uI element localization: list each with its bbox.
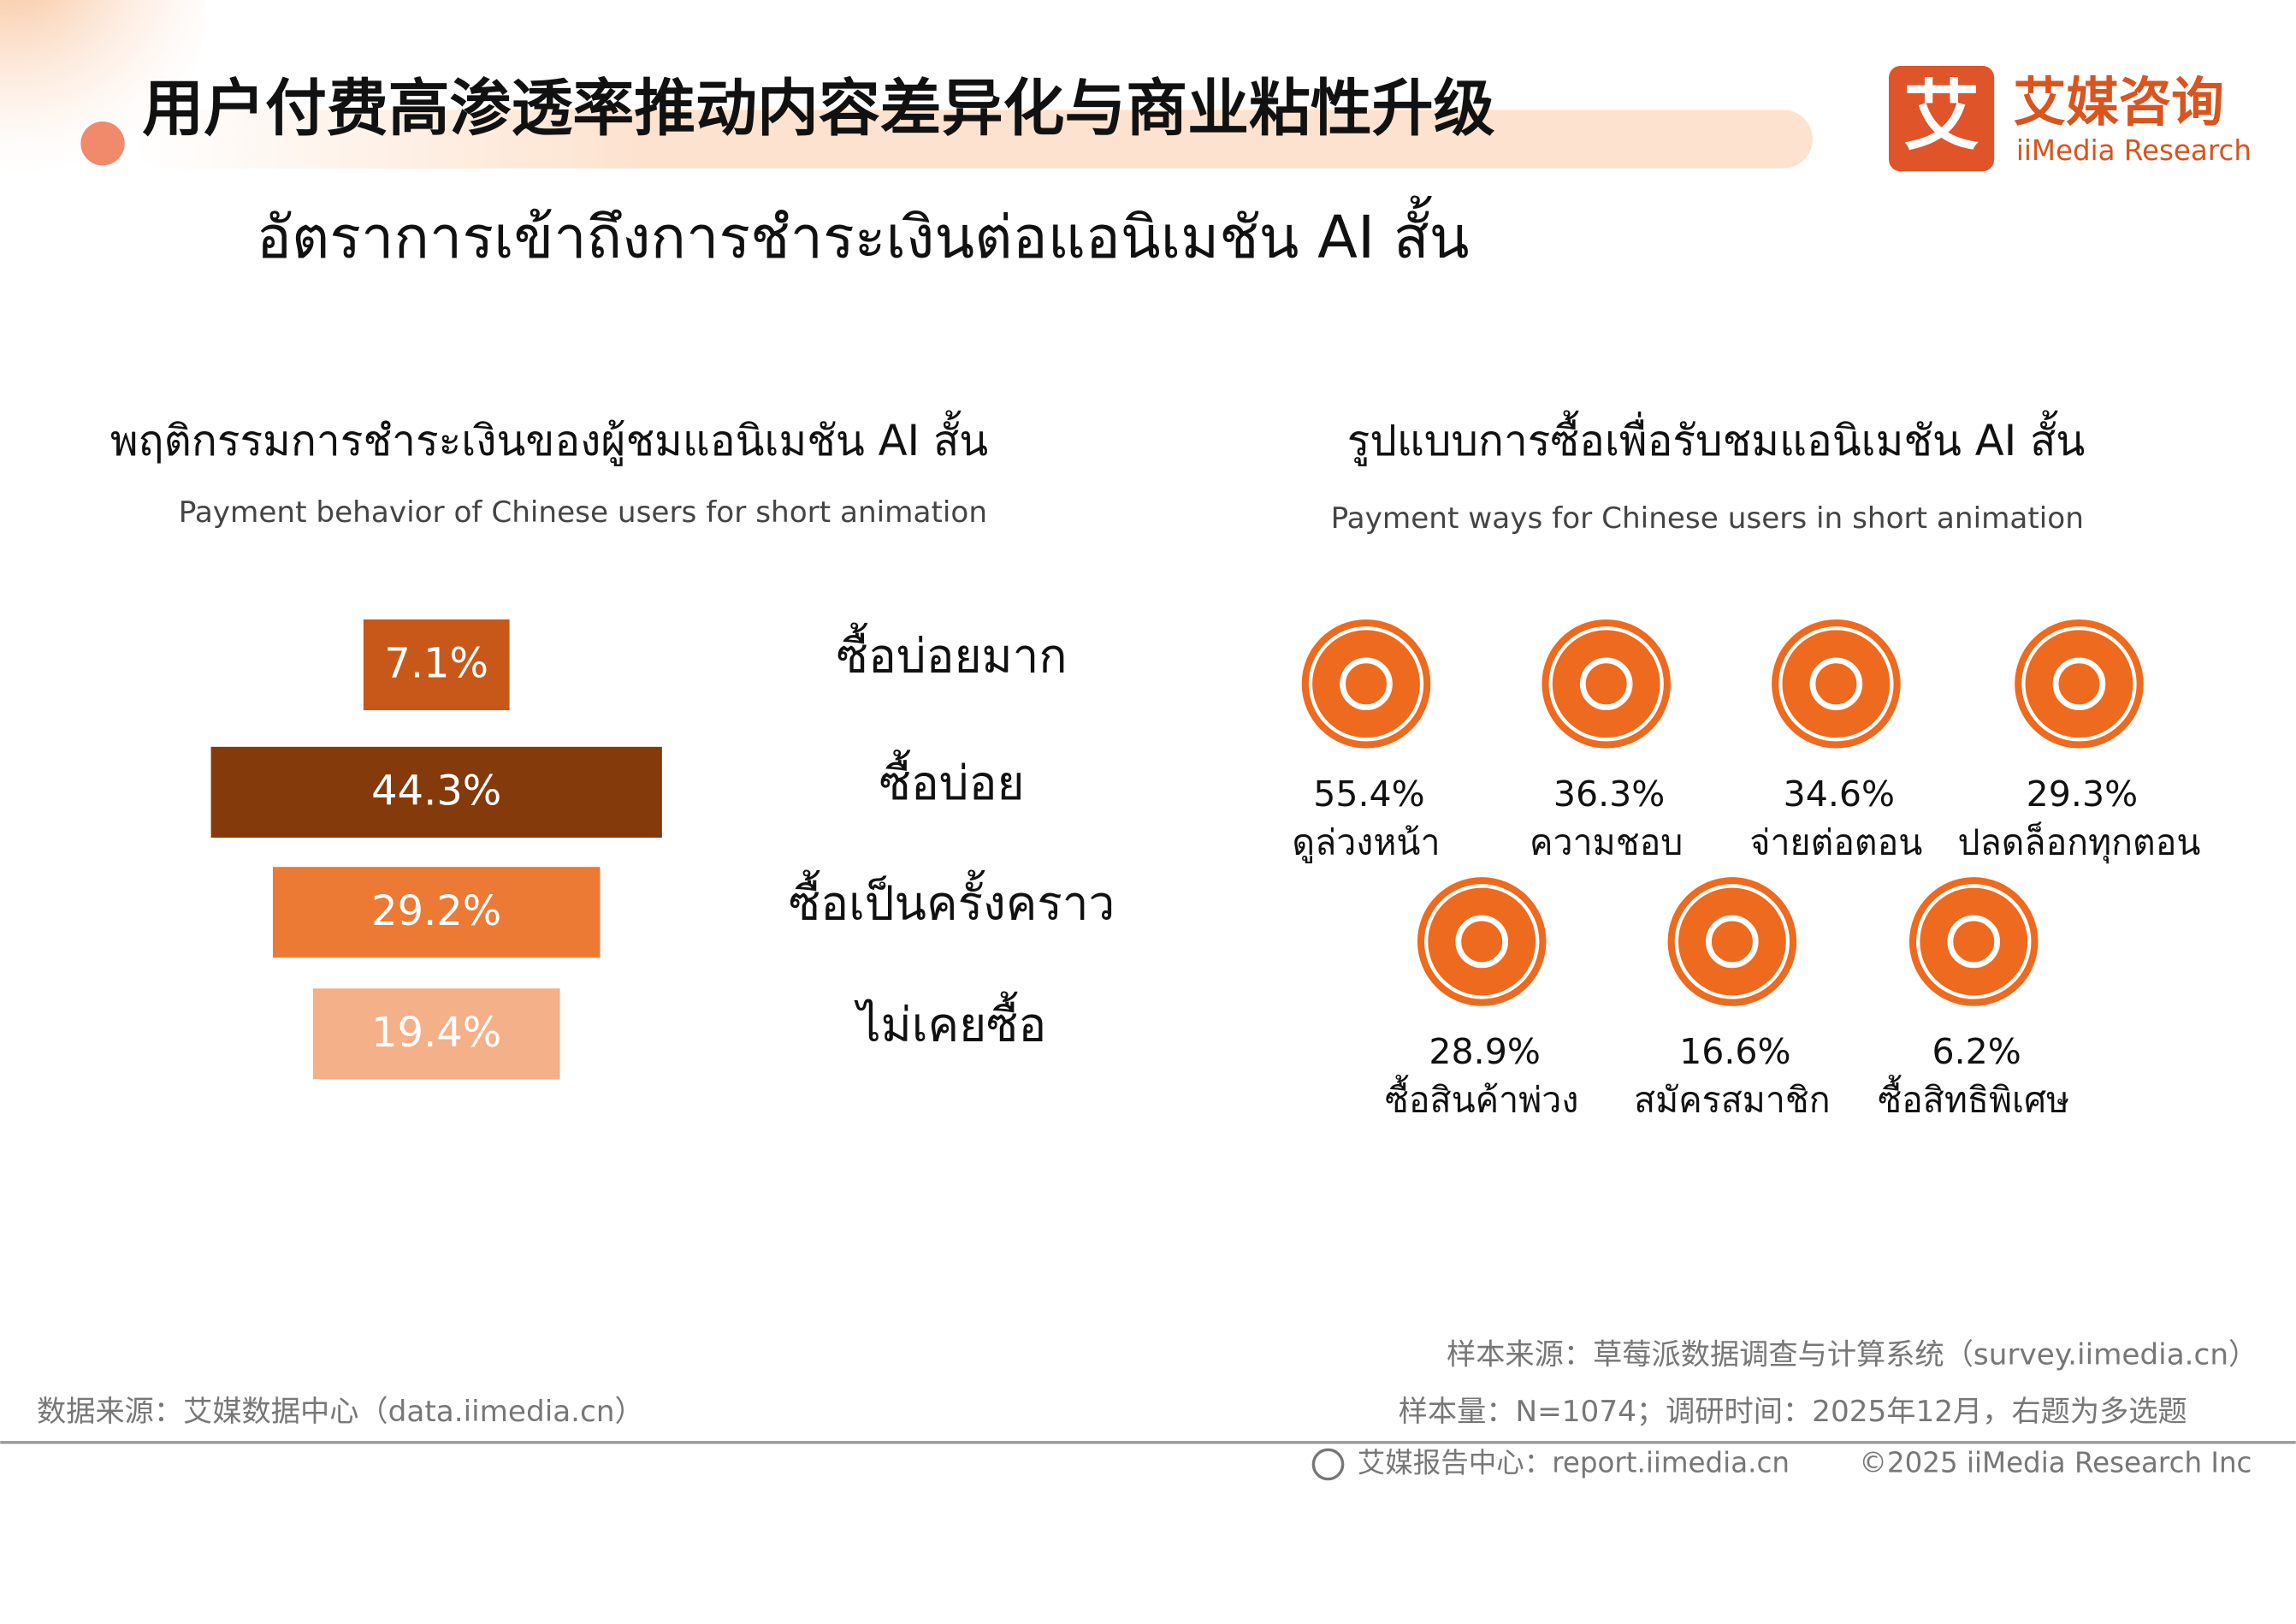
chart-subtitle: Payment behavior of Chinese users for sh… [179,495,987,530]
value-label: 16.6% [1679,1031,1790,1072]
icon [2015,619,2144,749]
icon-ring [1916,884,2032,999]
globe-icon [1311,1448,1345,1481]
category-label: ดูล่วงหน้า [1292,822,1440,864]
chart-subtitle: Payment ways for Chinese users in short … [1331,501,2084,536]
icon-ring [2021,626,2137,742]
chart-title: รูปแบบการซื้อเพื่อรับชมแอนิเมชัน AI สั้น [1347,410,2086,466]
icon-glyph [1455,915,1509,969]
category-label: ซื้อเป็นครั้งคราว [789,870,1115,931]
category-label: ซื้อสินค้าพ่วง [1385,1075,1578,1121]
value-label: 55.4% [1313,773,1424,815]
chart-title: พฤติกรรมการชำระเงินของผู้ชมแอนิเมชัน AI … [110,410,988,466]
title-highlight [132,110,1813,169]
category-label: ซื้อบ่อยมาก [837,622,1068,683]
bar [210,746,662,838]
category-label: ความชอบ [1530,822,1683,863]
icon-ring [1674,884,1790,999]
icon-ring [1778,626,1894,742]
title: 用户付费高渗透率推动内容差异化与商业粘性升级 [142,72,1494,144]
icon [1772,619,1901,749]
icon [1667,877,1797,1006]
bar [312,988,560,1080]
value-label: 6.2% [1932,1031,2021,1072]
icon-glyph [1706,915,1759,969]
bar [363,619,510,711]
icon-glyph [1340,657,1393,711]
logo-en: iiMedia Research [2016,134,2252,167]
value-label: 36.3% [1553,773,1665,815]
icon [1417,877,1547,1006]
category-label: สมัครสมาชิก [1634,1080,1831,1121]
sample-info: 样本量：N=1074；调研时间：2025年12月，右题为多选题 [1399,1395,2187,1429]
logo-name: 艾媒咨询 [2013,71,2223,133]
icon-glyph [1809,657,1863,711]
icon-glyph [1947,915,2001,969]
logo-box [1888,66,1995,172]
icon-glyph [1579,657,1633,711]
icon-glyph [2052,657,2106,711]
value-label: 44.3% [371,768,501,815]
value-label: 28.9% [1429,1031,1540,1072]
icon [1301,619,1431,749]
value-label: 29.3% [2027,773,2138,815]
sample-source: 样本来源：草莓派数据调查与计算系统（survey.iimedia.cn） [1447,1337,2258,1372]
category-label: ซื้อบ่อย [879,750,1025,810]
subtitle: อัตราการเข้าถึงการชำระเงินต่อแอนิเมชัน A… [257,195,1470,272]
value-label: 7.1% [384,641,488,688]
icon [1542,619,1671,749]
icon [1908,877,2039,1006]
value-label: 19.4% [371,1010,501,1057]
icon-ring [1308,626,1424,742]
category-label: ไม่เคยซื้อ [854,992,1046,1052]
category-label: ซื้อสิทธิพิเศษ [1878,1075,2069,1121]
bar [272,867,601,958]
category-label: จ่ายต่อตอน [1749,822,1922,863]
copyright: ©2025 iiMedia Research Inc [1859,1446,2252,1479]
icon-ring [1424,884,1540,999]
decoration [80,122,125,166]
value-label: 34.6% [1784,773,1895,815]
category-label: ปลดล็อกทุกตอน [1958,822,2201,864]
report-center: 艾媒报告中心：report.iimedia.cn [1358,1446,1790,1479]
icon-ring [1548,626,1664,742]
source: 数据来源：艾媒数据中心（data.iimedia.cn） [37,1395,644,1429]
logo-mark: 艾 [1903,71,1979,160]
value-label: 29.2% [371,888,501,935]
